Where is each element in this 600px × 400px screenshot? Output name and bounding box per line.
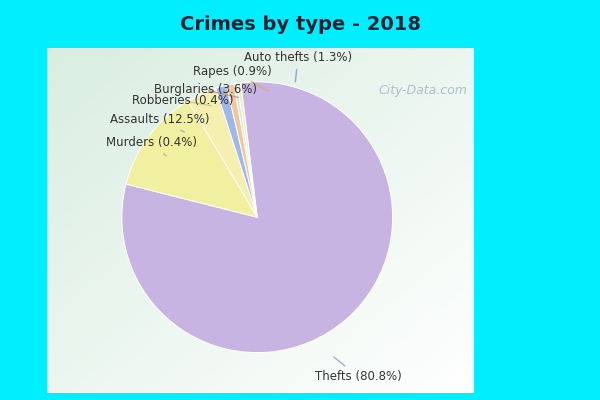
Text: City-Data.com: City-Data.com [379, 84, 467, 97]
Text: Robberies (0.4%): Robberies (0.4%) [132, 94, 233, 107]
Text: Thefts (80.8%): Thefts (80.8%) [316, 357, 402, 384]
Wedge shape [122, 82, 392, 353]
Wedge shape [216, 85, 257, 217]
Text: Auto thefts (1.3%): Auto thefts (1.3%) [244, 51, 352, 82]
Text: Rapes (0.9%): Rapes (0.9%) [193, 64, 272, 91]
Wedge shape [226, 84, 257, 217]
Wedge shape [126, 101, 257, 217]
Text: Murders (0.4%): Murders (0.4%) [106, 136, 197, 156]
Wedge shape [188, 88, 257, 217]
Wedge shape [234, 83, 257, 217]
Text: Assaults (12.5%): Assaults (12.5%) [110, 113, 209, 132]
Text: Burglaries (3.6%): Burglaries (3.6%) [154, 84, 257, 98]
Text: Crimes by type - 2018: Crimes by type - 2018 [179, 14, 421, 34]
Wedge shape [238, 83, 257, 217]
